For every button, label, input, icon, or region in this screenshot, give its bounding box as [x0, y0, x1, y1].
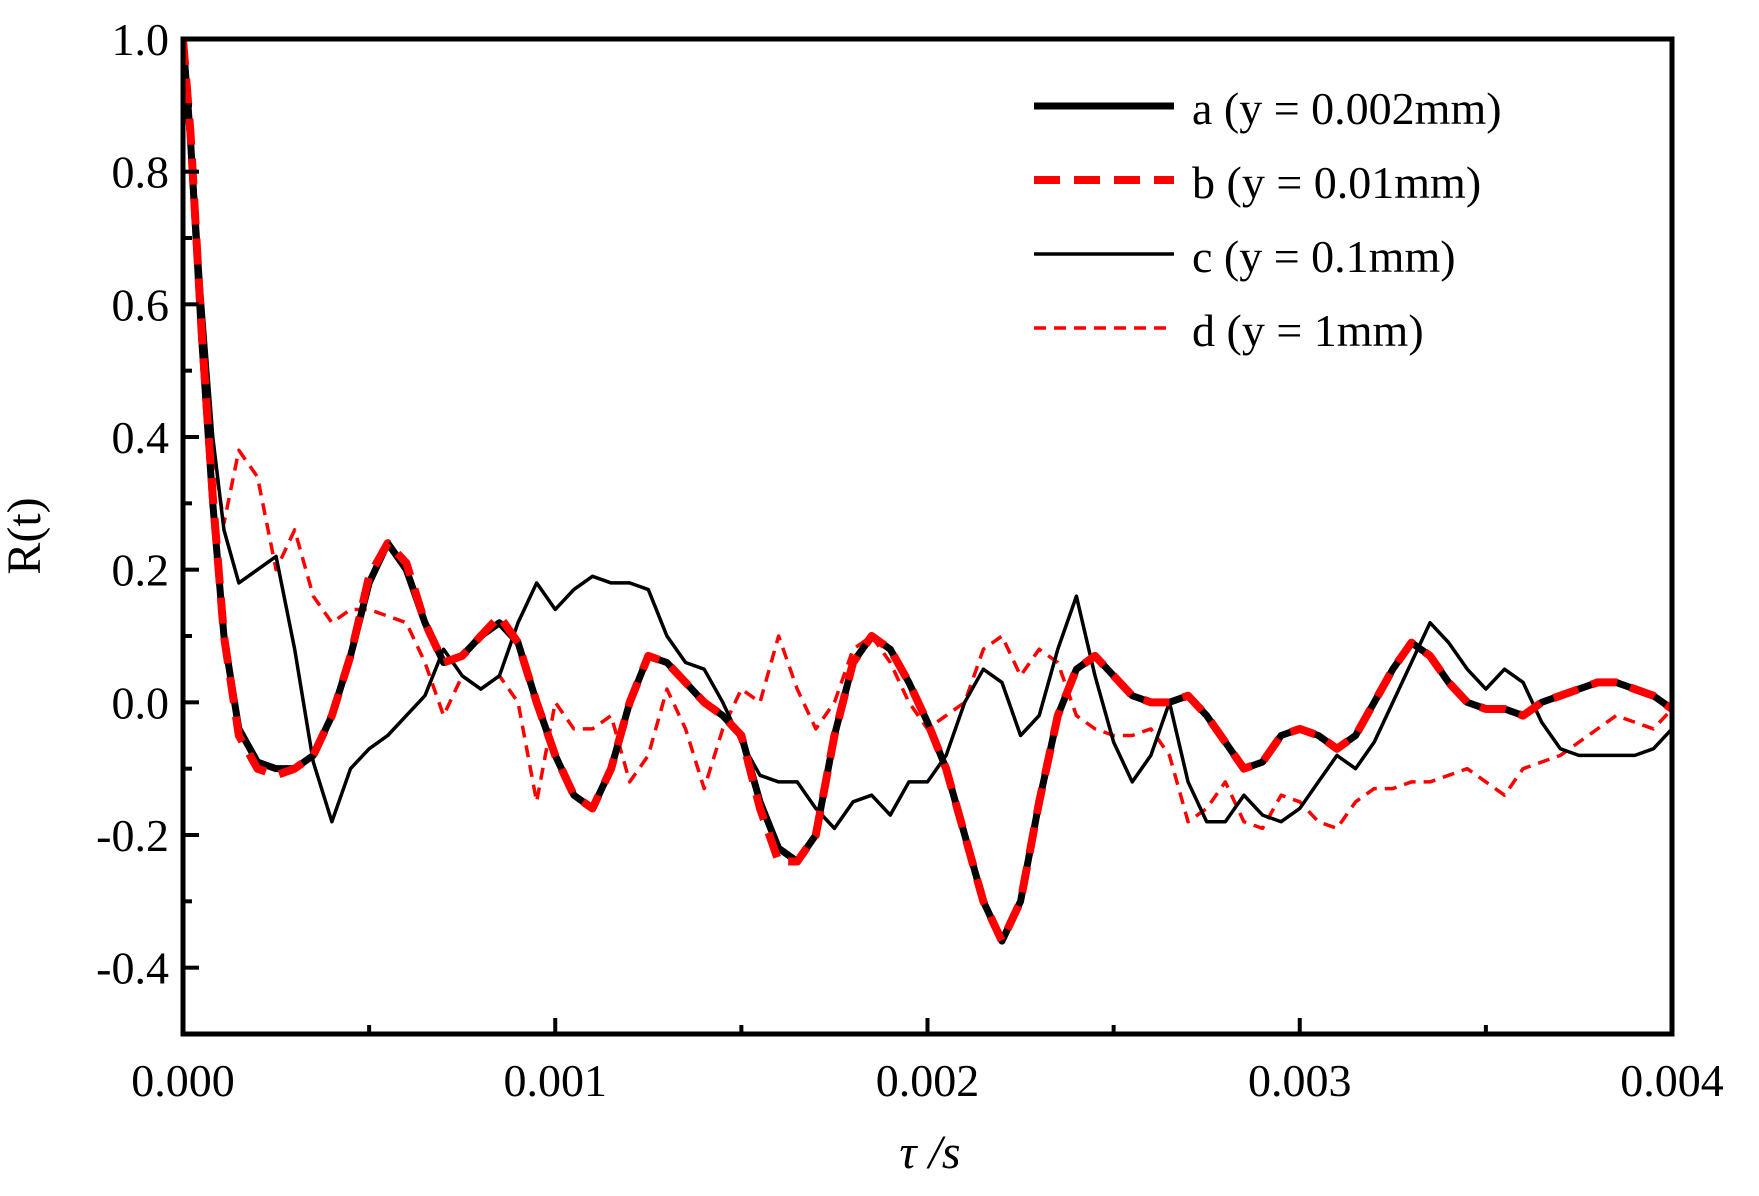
- ticks-layer: 0.000 0.001 0.002 0.003 0.004 1.0 0.8 0.6 0.4 0.2…: [96, 14, 1724, 1106]
- x-axis-title: τ /s: [899, 1126, 960, 1179]
- legend-label: c (y = 0.1mm): [1192, 231, 1456, 282]
- legend-label: a (y = 0.002mm): [1192, 83, 1502, 134]
- y-axis-title: R(t): [0, 497, 51, 574]
- legend: a (y = 0.002mm) b (y = 0.01mm) c (y = 0.1m…: [1034, 83, 1502, 356]
- x-tick-label: 0.004: [1620, 1055, 1724, 1106]
- series-layer: [183, 39, 1672, 946]
- y-tick-label: 0.0: [112, 677, 170, 728]
- series-line-d: [183, 39, 1672, 831]
- y-tick-label: -0.4: [96, 943, 169, 994]
- x-tick-label: 0.002: [876, 1055, 980, 1106]
- y-tick-label: 1.0: [112, 14, 170, 65]
- y-tick-label: 0.2: [112, 545, 170, 596]
- legend-label: d (y = 1mm): [1192, 305, 1424, 356]
- x-tick-label: 0.001: [504, 1055, 608, 1106]
- y-tick-label: 0.8: [112, 147, 170, 198]
- y-tick-label: 0.6: [112, 279, 170, 330]
- legend-label: b (y = 0.01mm): [1192, 157, 1481, 208]
- y-tick-label: -0.2: [96, 810, 169, 861]
- series-line-b: [183, 39, 1672, 946]
- x-tick-label: 0.000: [131, 1055, 235, 1106]
- y-tick-label: 0.4: [112, 412, 170, 463]
- x-tick-label: 0.003: [1248, 1055, 1352, 1106]
